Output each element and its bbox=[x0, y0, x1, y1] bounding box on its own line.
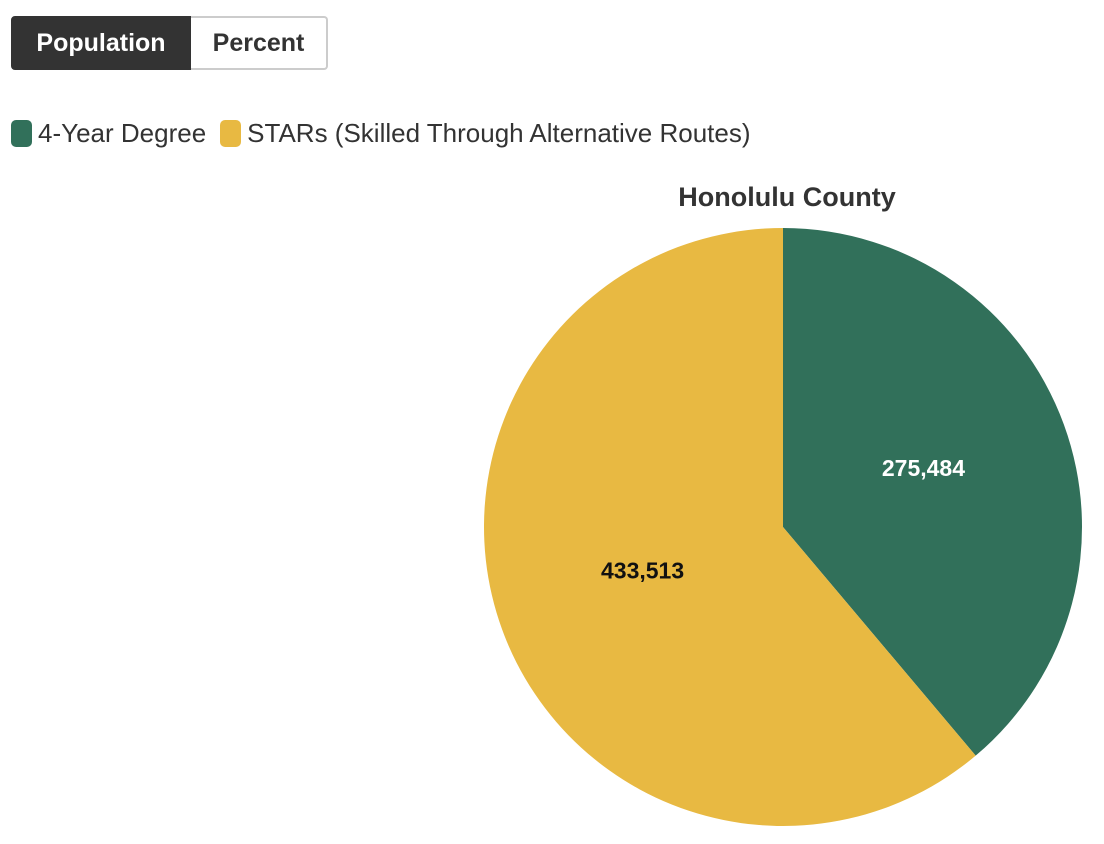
legend-swatch bbox=[220, 120, 242, 147]
legend-item[interactable]: 4-Year Degree bbox=[11, 118, 206, 149]
toggle-button[interactable]: Percent bbox=[191, 16, 328, 70]
chart-title: Honolulu County bbox=[678, 182, 895, 212]
toggle-button[interactable]: Population bbox=[11, 16, 191, 70]
legend: 4-Year Degree STARs (Skilled Through Alte… bbox=[11, 118, 751, 149]
slice-label: 275,484 bbox=[882, 455, 965, 481]
legend-item[interactable]: STARs (Skilled Through Alternative Route… bbox=[220, 118, 751, 149]
legend-label: STARs (Skilled Through Alternative Route… bbox=[247, 118, 751, 148]
legend-swatch bbox=[11, 120, 32, 147]
pie-slice bbox=[783, 228, 1082, 756]
pie-slice bbox=[483, 228, 976, 827]
slice-label: 433,513 bbox=[601, 557, 684, 583]
legend-label: 4-Year Degree bbox=[38, 118, 207, 148]
toggle-group: Population Percent bbox=[11, 16, 328, 70]
